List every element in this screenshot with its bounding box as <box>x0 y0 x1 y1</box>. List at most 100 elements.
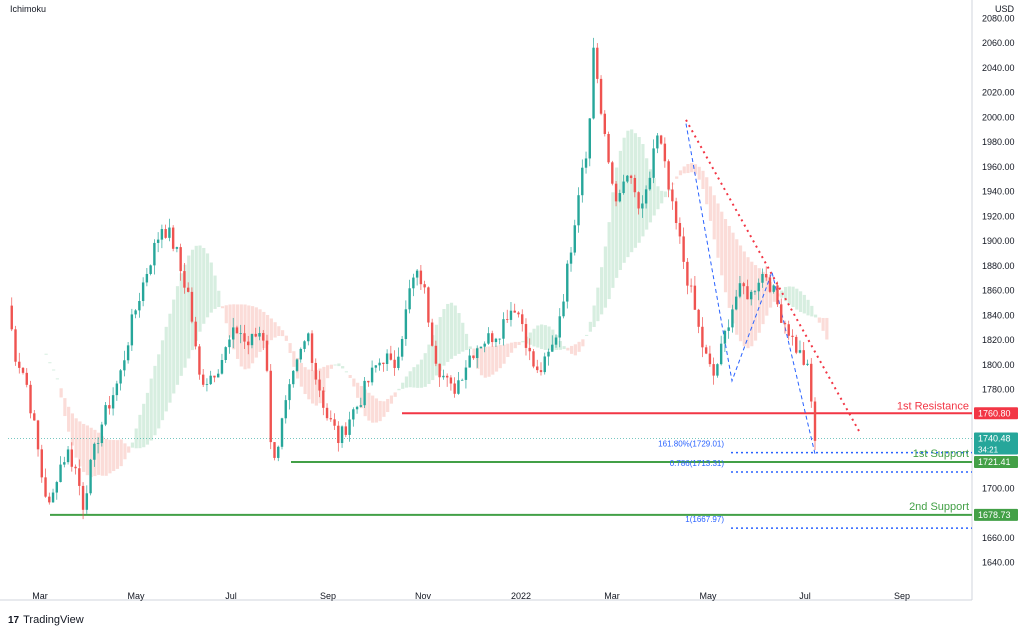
cloud-segment <box>341 366 345 369</box>
candle-body <box>216 373 220 378</box>
candle-body <box>802 350 805 365</box>
cloud-segment <box>224 305 228 324</box>
candle-body <box>273 442 276 458</box>
cloud-segment <box>70 413 74 446</box>
fib-786-label: 0.786(1713.31) <box>670 459 725 468</box>
tradingview-logo-icon: 17 <box>8 614 20 626</box>
candle-body <box>277 446 280 458</box>
cloud-segment <box>626 130 630 258</box>
candle-body <box>44 477 47 497</box>
candle-body <box>36 420 40 450</box>
cloud-segment <box>787 286 791 305</box>
candle-body <box>408 288 411 310</box>
ichimoku-cloud <box>44 129 829 478</box>
cloud-segment <box>344 371 348 373</box>
candle-body <box>749 291 753 300</box>
candle-body <box>205 384 209 385</box>
cloud-segment <box>138 414 142 449</box>
cloud-segment <box>273 322 277 338</box>
candle-body <box>160 229 164 240</box>
cloud-segment <box>536 325 540 348</box>
cloud-segment <box>705 177 709 205</box>
cloud-segment <box>543 325 547 350</box>
candle-body <box>344 426 348 435</box>
brand-label: TradingView <box>23 614 84 626</box>
candle-body <box>592 47 595 119</box>
candle-body <box>449 377 453 384</box>
candle-body <box>776 285 779 305</box>
candle-body <box>378 362 381 366</box>
cloud-segment <box>453 305 457 356</box>
candle-body <box>393 359 396 368</box>
cloud-segment <box>517 341 521 345</box>
candle-body <box>138 300 141 311</box>
cloud-segment <box>386 398 390 413</box>
cloud-segment <box>220 306 225 309</box>
cloud-segment <box>314 369 318 406</box>
candle-body <box>457 380 460 394</box>
candle-body <box>209 375 212 385</box>
cloud-segment <box>187 255 191 359</box>
support-1-tag-bg <box>974 456 1018 469</box>
cloud-segment <box>675 176 679 179</box>
cloud-segment <box>254 307 258 358</box>
candle-body <box>348 419 351 435</box>
cloud-segment <box>145 392 150 445</box>
cloud-segment <box>115 440 120 469</box>
x-tick-label: Mar <box>32 591 48 601</box>
candle-body <box>727 327 730 331</box>
candle-body <box>633 177 637 193</box>
candle-body <box>397 356 400 368</box>
candle-body <box>438 363 441 378</box>
cloud-segment <box>303 367 307 395</box>
candle-body <box>798 350 802 353</box>
y-tick-label: 2020.00 <box>982 88 1015 98</box>
candle-body <box>220 360 224 374</box>
cloud-segment <box>765 276 769 316</box>
candle-body <box>119 370 122 384</box>
candle-body <box>307 333 310 342</box>
candle-body <box>258 333 261 337</box>
candle-body <box>228 339 231 348</box>
cloud-segment <box>367 392 371 421</box>
candles <box>10 37 817 520</box>
candle-body <box>734 296 738 310</box>
candle-body <box>614 183 618 202</box>
cloud-segment <box>63 398 67 417</box>
candle-body <box>517 312 520 315</box>
cloud-segment <box>461 322 465 352</box>
cloud-segment <box>577 341 581 352</box>
candle-body <box>453 383 456 394</box>
candle-body <box>536 366 539 371</box>
candle-body <box>806 363 809 365</box>
candle-body <box>81 485 85 510</box>
cloud-segment <box>404 376 409 388</box>
cloud-segment <box>119 439 123 467</box>
y-tick-label: 1980.00 <box>982 137 1015 147</box>
cloud-segment <box>292 351 296 367</box>
y-tick-label: 1860.00 <box>982 286 1015 296</box>
candle-body <box>772 285 775 292</box>
cloud-segment <box>262 311 266 349</box>
cloud-segment <box>104 438 108 476</box>
cloud-segment <box>423 353 427 387</box>
candle-body <box>607 133 610 163</box>
candle-body <box>502 319 505 339</box>
cloud-segment <box>783 286 788 302</box>
x-tick-label: Jul <box>225 591 237 601</box>
cloud-segment <box>142 403 146 448</box>
cloud-segment <box>588 321 592 332</box>
cloud-segment <box>701 170 705 189</box>
candle-body <box>25 372 28 385</box>
cloud-segment <box>742 251 746 347</box>
candle-body <box>554 337 558 345</box>
cloud-segment <box>813 314 818 318</box>
cloud-segment <box>532 328 536 347</box>
cloud-segment <box>52 369 56 371</box>
cloud-segment <box>817 317 821 323</box>
cloud-segment <box>48 362 52 364</box>
candle-body <box>213 375 216 378</box>
candle-body <box>104 405 107 425</box>
candle-body <box>626 175 629 182</box>
